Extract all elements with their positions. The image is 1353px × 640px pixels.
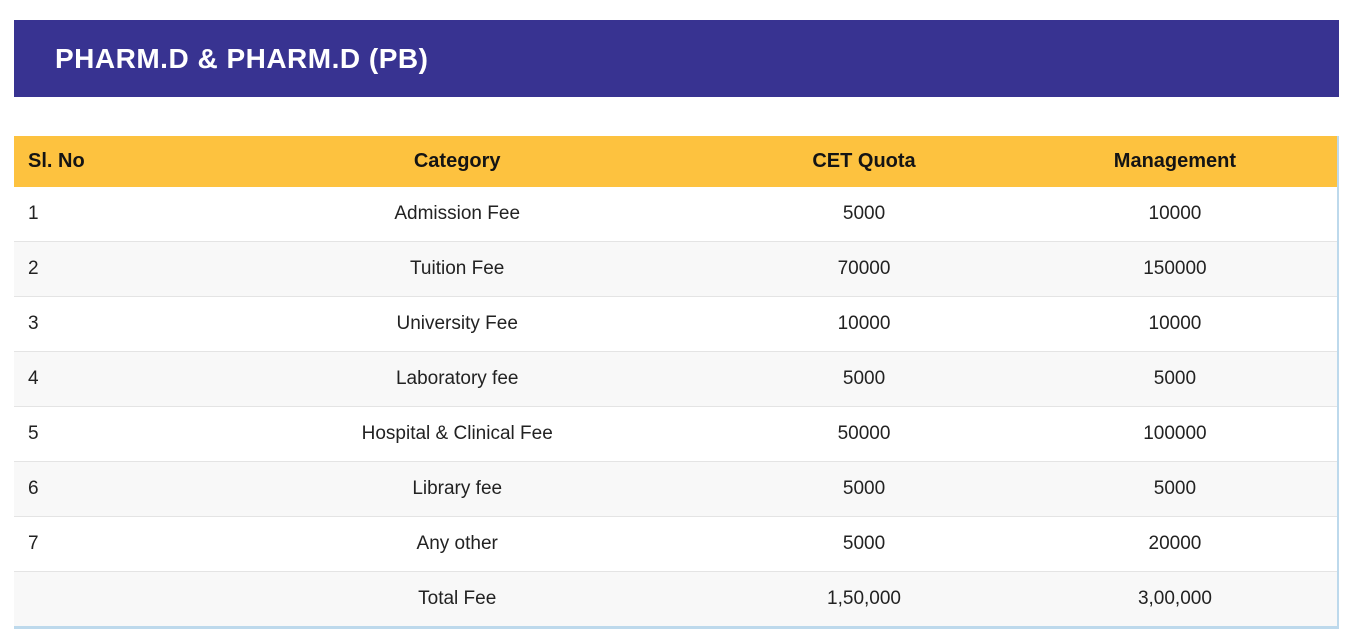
cell-management: 100000 (1143, 423, 1207, 444)
cell-category: Tuition Fee (410, 258, 505, 279)
cell-cet-quota: 5000 (842, 478, 886, 499)
table-row-total: Total Fee 1,50,000 3,00,000 (14, 571, 1337, 627)
cell-category: Laboratory fee (395, 368, 519, 389)
cell-category: Any other (416, 533, 498, 554)
cell-sl-no: 6 (28, 478, 39, 499)
table-row: 6 Library fee 5000 5000 (14, 461, 1337, 517)
cell-management: 3,00,000 (1137, 588, 1212, 609)
cell-category: Library fee (412, 478, 503, 499)
header-row: Sl. No Category CET Quota Management (14, 136, 1337, 187)
cell-management: 10000 (1148, 313, 1202, 334)
col-header-sl-no: Sl. No (14, 136, 200, 187)
cell-sl-no: 3 (28, 313, 39, 334)
cell-management: 5000 (1153, 478, 1197, 499)
col-header-cet-quota: CET Quota (715, 136, 1013, 187)
col-header-category: Category (199, 136, 716, 187)
cell-sl-no: 7 (28, 533, 39, 554)
table-row: 3 University Fee 10000 10000 (14, 296, 1337, 352)
cell-management: 10000 (1148, 203, 1202, 224)
cell-cet-quota: 5000 (842, 203, 886, 224)
cell-cet-quota: 5000 (842, 368, 886, 389)
cell-sl-no (14, 572, 199, 627)
cell-sl-no: 5 (28, 423, 39, 444)
cell-category: Admission Fee (394, 203, 521, 224)
fee-table-body: 1 Admission Fee 5000 10000 2 Tuition Fee… (14, 187, 1337, 626)
cell-category: University Fee (396, 313, 518, 334)
table-row: 7 Any other 5000 20000 (14, 516, 1337, 572)
table-row: 5 Hospital & Clinical Fee 50000 100000 (14, 406, 1337, 462)
section-title: PHARM.D & PHARM.D (PB) (55, 42, 429, 74)
cell-cet-quota: 70000 (837, 258, 891, 279)
cell-category: Total Fee (418, 588, 497, 609)
table-row: 4 Laboratory fee 5000 5000 (14, 351, 1337, 407)
cell-management: 150000 (1143, 258, 1207, 279)
cell-sl-no: 4 (28, 368, 39, 389)
fee-table-container: Sl. No Category CET Quota Management 1 A… (14, 136, 1339, 629)
table-row: 1 Admission Fee 5000 10000 (14, 187, 1337, 242)
col-header-management: Management (1012, 136, 1337, 187)
fee-table: Sl. No Category CET Quota Management 1 A… (14, 136, 1337, 626)
cell-cet-quota: 5000 (842, 533, 886, 554)
cell-cet-quota: 10000 (837, 313, 891, 334)
cell-sl-no: 1 (28, 203, 39, 224)
cell-management: 20000 (1148, 533, 1202, 554)
cell-category: Hospital & Clinical Fee (361, 423, 553, 444)
cell-sl-no: 2 (28, 258, 39, 279)
table-row: 2 Tuition Fee 70000 150000 (14, 241, 1337, 297)
section-banner: PHARM.D & PHARM.D (PB) (14, 20, 1339, 97)
cell-management: 5000 (1153, 368, 1197, 389)
cell-cet-quota: 50000 (837, 423, 891, 444)
cell-cet-quota: 1,50,000 (827, 588, 901, 609)
fee-table-header: Sl. No Category CET Quota Management (14, 136, 1337, 187)
